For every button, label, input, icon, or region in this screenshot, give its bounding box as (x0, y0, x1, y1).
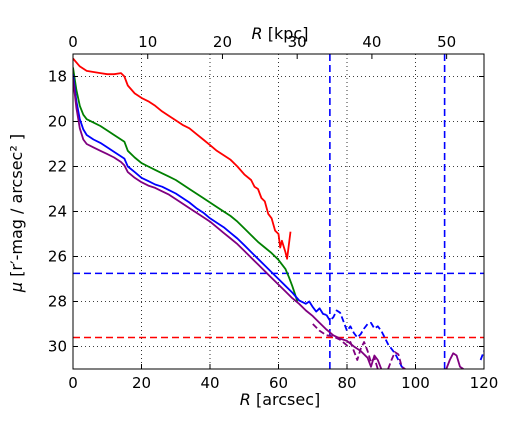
series-line (445, 352, 464, 369)
top-axis-label-symbol: R (252, 24, 263, 43)
plot-content (73, 54, 484, 369)
top-tick-label: 20 (213, 33, 232, 51)
top-tick-label: 50 (437, 33, 456, 51)
x-tick-label: 20 (132, 374, 151, 392)
series-line (73, 74, 327, 316)
x-tick-label: 80 (337, 374, 356, 392)
plot-frame (72, 53, 485, 370)
x-tick-label: 100 (401, 374, 430, 392)
y-tick-label: 22 (48, 158, 67, 176)
top-axis-label-text: [kpc] (263, 24, 309, 43)
y-axis-label-symbol: μ (7, 282, 26, 293)
y-tick-label: 18 (48, 68, 67, 86)
y-tick-label: 26 (48, 248, 67, 266)
top-tick-label: 10 (138, 33, 157, 51)
series-line (312, 323, 379, 369)
y-axis-label: μ [r′-mag / arcsec² ] (7, 134, 26, 293)
y-axis-label-text: [r′-mag / arcsec² ] (7, 134, 26, 282)
grid (73, 54, 484, 369)
top-tick-label: 40 (362, 33, 381, 51)
series-line (387, 351, 406, 369)
x-tick-label: 120 (470, 374, 499, 392)
y-tick-label: 24 (48, 203, 67, 221)
series-line (73, 67, 299, 302)
y-tick-label: 20 (48, 113, 67, 131)
series-line (479, 350, 484, 361)
top-tick-label: 30 (288, 33, 307, 51)
x-tick-label: 40 (200, 374, 219, 392)
x-tick-label: 0 (68, 374, 78, 392)
y-tick-label: 30 (48, 338, 67, 356)
x-axis-label-symbol: R (240, 390, 251, 409)
plot-area (73, 54, 484, 369)
series-line (73, 78, 383, 369)
y-tick-label: 28 (48, 293, 67, 311)
x-axis-label: R [arcsec] (240, 390, 321, 409)
series-line (73, 57, 292, 260)
x-axis-label-text: [arcsec] (251, 390, 320, 409)
series-line (325, 309, 406, 369)
x-tick-label: 60 (269, 374, 288, 392)
top-axis-label: R [kpc] (252, 24, 309, 43)
top-tick-label: 0 (68, 33, 78, 51)
